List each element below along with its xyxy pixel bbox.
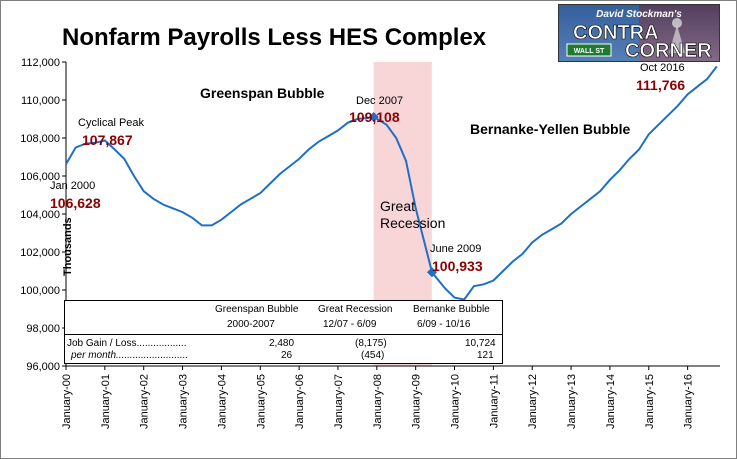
x-tick-label: January-08 [372, 374, 384, 429]
table-period-greenspan: 2000-2007 [227, 319, 275, 330]
table-period-bernanke: 6/09 - 10/16 [417, 319, 471, 330]
y-tick-label: 96,000 [26, 361, 60, 373]
y-tick-labels: 96,000 98,000 100,000 102,000 104,000 106,000… [20, 57, 66, 373]
x-tick-label: January-11 [488, 374, 500, 428]
x-tick-label: January-14 [605, 374, 617, 429]
x-tick-label: January-00 [61, 374, 73, 429]
table-cell-gain-recession: (8,175) [355, 338, 387, 349]
annotation-peak-label: Cyclical Peak [78, 117, 145, 129]
annotation-greenspan: Greenspan Bubble [200, 85, 325, 101]
x-tick-label: January-10 [450, 374, 462, 429]
x-tick-label: January-06 [294, 374, 306, 429]
y-axis-label: Thousands [62, 217, 74, 276]
y-tick-label: 102,000 [20, 247, 60, 259]
series-markers [368, 111, 437, 278]
x-tick-label: January-09 [411, 374, 423, 429]
annotation-oct2016-value: 111,766 [636, 77, 686, 93]
summary-table: Greenspan Bubble 2000-2007 Great Recessi… [64, 300, 503, 364]
x-tick-label: January-01 [100, 374, 112, 429]
table-cell-month-greenspan: 26 [281, 350, 293, 361]
annotation-peak-value: 107,867 [82, 132, 133, 148]
logo-word2: CORNER [625, 40, 712, 61]
chart-title: Nonfarm Payrolls Less HES Complex [62, 24, 487, 51]
annotation-bernanke: Bernanke-Yellen Bubble [470, 121, 631, 137]
x-tick-labels: January-00 January-01 January-02 January-03… [61, 366, 695, 429]
annotation-jan2000-value: 106,628 [50, 195, 101, 211]
logo-word1: CONTRA [573, 22, 659, 44]
annotation-oct2016-label: Oct 2016 [640, 62, 685, 74]
table-cell-gain-bernanke: 10,724 [465, 338, 496, 349]
table-cell-gain-greenspan: 2,480 [269, 338, 295, 349]
y-tick-label: 108,000 [20, 133, 60, 145]
annotation-june2009-value: 100,933 [432, 258, 483, 274]
y-tick-label: 100,000 [20, 285, 60, 297]
x-tick-label: January-15 [644, 374, 656, 429]
table-cell-month-bernanke: 121 [477, 350, 494, 361]
data-marker [368, 111, 379, 122]
annotation-recession-line1: Great [380, 198, 416, 214]
table-period-recession: 12/07 - 6/09 [323, 319, 377, 330]
table-cell-month-recession: (454) [361, 350, 385, 361]
annotation-dec2007-label: Dec 2007 [356, 95, 404, 107]
contra-corner-logo: David Stockman's CONTRA CORNER WALL ST [558, 4, 720, 62]
annotation-dec2007-value: 109,108 [349, 109, 400, 125]
table-header-bernanke: Bernanke Bubble [413, 304, 490, 315]
x-tick-label: January-05 [255, 374, 267, 429]
table-divider [65, 334, 502, 335]
x-tick-label: January-16 [683, 374, 695, 429]
logo-line1: David Stockman's [596, 9, 682, 20]
table-header-recession: Great Recession [318, 304, 393, 315]
annotation-recession-line2: Recession [380, 215, 446, 231]
y-tick-label: 98,000 [26, 323, 60, 335]
logo-sign: WALL ST [574, 48, 605, 55]
x-tick-label: January-03 [178, 374, 190, 429]
x-tick-label: January-12 [527, 374, 539, 429]
annotation-jan2000-label: Jan 2000 [50, 180, 96, 192]
x-tick-label: January-02 [139, 374, 151, 429]
annotation-june2009-label: June 2009 [430, 243, 482, 255]
y-tick-label: 112,000 [21, 57, 60, 69]
table-row-label-month: per month.......................... [71, 350, 189, 361]
x-tick-label: January-04 [216, 374, 228, 429]
series-line [65, 65, 718, 301]
logo-graphic: David Stockman's CONTRA CORNER WALL ST [559, 5, 719, 61]
table-header-greenspan: Greenspan Bubble [215, 304, 299, 315]
table-row-label-gain: Job Gain / Loss.................. [67, 338, 187, 349]
y-tick-label: 106,000 [20, 171, 60, 183]
data-marker [426, 267, 437, 278]
y-tick-label: 110,000 [21, 95, 60, 107]
x-tick-label: January-13 [566, 374, 578, 429]
y-tick-label: 104,000 [20, 209, 60, 221]
x-tick-label: January-07 [333, 374, 345, 429]
